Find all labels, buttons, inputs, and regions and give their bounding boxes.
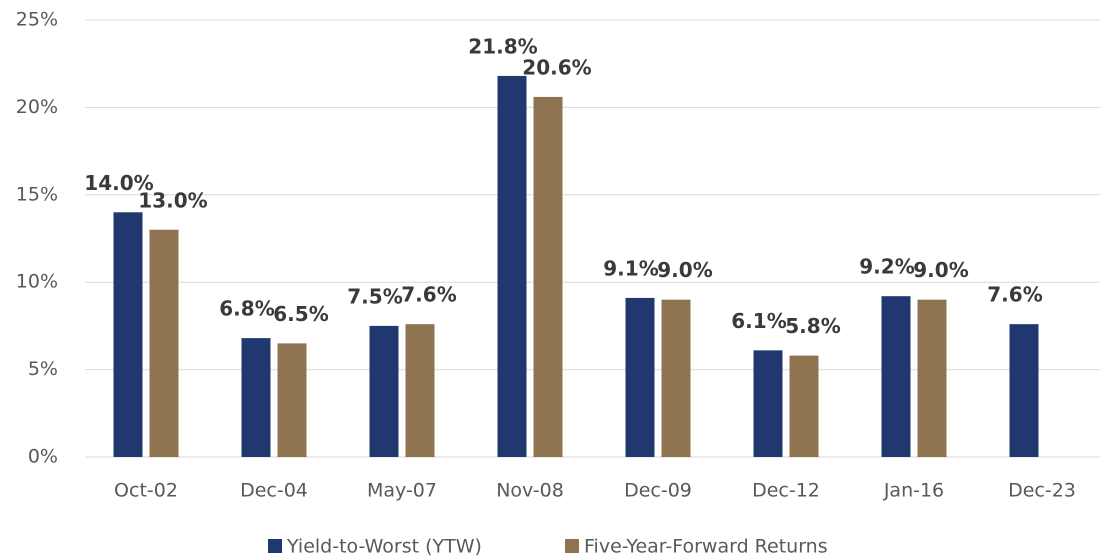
bar [1009,324,1039,457]
value-label: 13.0% [138,188,207,212]
bar [881,296,911,457]
bar [789,355,819,457]
bar [497,75,527,457]
x-tick-label: May-07 [367,480,437,502]
value-label: 14.0% [84,171,153,195]
value-label: 9.0% [657,258,712,282]
y-tick-label: 5% [28,358,58,380]
value-label: 21.8% [468,34,537,58]
value-label: 9.0% [913,258,968,282]
bar [113,212,143,457]
y-tick-label: 15% [16,183,58,205]
x-tick-label: Dec-12 [752,480,820,502]
value-label: 9.1% [603,256,658,280]
y-tick-label: 10% [16,271,58,293]
value-label: 7.6% [987,283,1042,307]
x-tick-label: Dec-04 [240,480,308,502]
value-label: 9.2% [859,255,914,279]
value-label: 6.8% [219,297,274,321]
value-label: 5.8% [785,314,840,338]
legend-label: Yield-to-Worst (YTW) [286,536,482,558]
x-tick-label: Dec-23 [1008,480,1076,502]
legend-swatch [565,539,579,553]
x-tick-label: Nov-08 [496,480,564,502]
value-label: 7.6% [401,283,456,307]
value-label: 6.5% [273,302,328,326]
value-label: 7.5% [347,284,402,308]
y-tick-label: 20% [16,96,58,118]
x-tick-label: Dec-09 [624,480,692,502]
bar [625,297,655,457]
bar [241,338,271,457]
bar [661,299,691,457]
value-label: 20.6% [522,55,591,79]
x-tick-label: Oct-02 [114,480,178,502]
bar [277,343,307,457]
legend-swatch [268,539,282,553]
bar [917,299,947,457]
bar [533,96,563,458]
x-tick-label: Jan-16 [883,480,944,502]
bar [369,325,399,457]
bar [149,229,179,457]
y-tick-label: 0% [28,446,58,468]
value-label: 6.1% [731,309,786,333]
y-tick-label: 25% [16,9,58,31]
legend-label: Five-Year-Forward Returns [584,536,828,558]
bar [753,350,783,457]
bar [405,324,435,457]
